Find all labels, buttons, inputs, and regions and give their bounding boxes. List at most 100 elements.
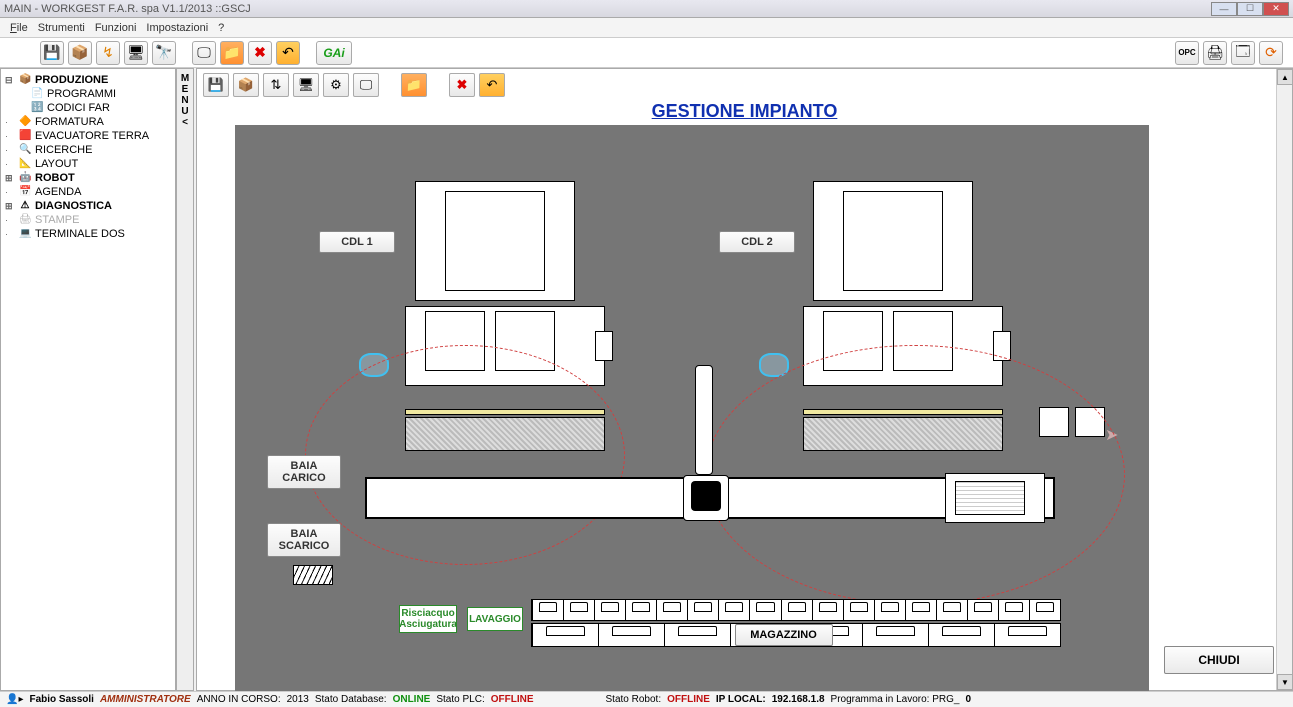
tree-icon: 🖨 <box>19 214 31 226</box>
tree-item-robot[interactable]: ⊞🤖ROBOT <box>3 171 173 185</box>
binoculars-icon[interactable]: 🔭 <box>152 41 176 65</box>
robot-arm-icon[interactable]: ↯ <box>96 41 120 65</box>
delete-red-icon[interactable]: ✖ <box>248 41 272 65</box>
status-prg-label: Programma in Lavoro: PRG_ <box>831 694 960 705</box>
scroll-down-icon[interactable]: ▼ <box>1277 674 1293 690</box>
robot-envelope-2 <box>705 345 1125 605</box>
window-icon[interactable]: 🗔 <box>1231 41 1255 65</box>
tree-item-ricerche[interactable]: ·🔍RICERCHE <box>3 143 173 157</box>
menu-file[interactable]: File <box>10 22 28 34</box>
status-bar: 👤▸ Fabio Sassoli AMMINISTRATORE ANNO IN … <box>0 691 1293 707</box>
gai-logo[interactable]: GAi <box>316 41 352 65</box>
screen-icon[interactable]: 🖵 <box>192 41 216 65</box>
tree-icon: 🔢 <box>31 102 43 114</box>
tree-icon: 🔶 <box>19 116 31 128</box>
baia-carico-button[interactable]: BAIA CARICO <box>267 455 341 489</box>
plant-layout-canvas: ➤ BAIA CARICO BAIA SCARICO CDL 1 CDL 2 R… <box>235 125 1149 697</box>
menu-help[interactable]: ? <box>218 22 224 34</box>
inner-monitor-icon[interactable]: 🖥 <box>293 73 319 97</box>
print-icon[interactable]: 🖨 <box>1203 41 1227 65</box>
inner-delete-icon[interactable]: ✖ <box>449 73 475 97</box>
inner-arm-icon[interactable]: ⇅ <box>263 73 289 97</box>
inner-folder-icon[interactable]: 📁 <box>401 73 427 97</box>
menu-funzioni[interactable]: Funzioni <box>95 22 137 34</box>
main-toolbar: 💾 📦 ↯ 🖥 🔭 🖵 📁 ✖ ↶ GAi OPC 🖨 🗔 ⟳ <box>0 38 1293 68</box>
risciacquo-label[interactable]: Risciacquo Asciugatura <box>399 605 457 633</box>
menu-impostazioni[interactable]: Impostazioni <box>146 22 208 34</box>
robot-joint <box>691 481 721 511</box>
chiudi-button[interactable]: CHIUDI <box>1164 646 1274 674</box>
refresh-icon[interactable]: ⟳ <box>1259 41 1283 65</box>
tree-item-produzione[interactable]: ⊟📦PRODUZIONE <box>3 73 173 87</box>
tree-label: DIAGNOSTICA <box>35 200 112 212</box>
menu-strumenti[interactable]: Strumenti <box>38 22 85 34</box>
tree-label: RICERCHE <box>35 144 92 156</box>
tree-label: FORMATURA <box>35 116 104 128</box>
tree-icon: 🔍 <box>19 144 31 156</box>
undo-icon[interactable]: ↶ <box>276 41 300 65</box>
cdl1-button[interactable]: CDL 1 <box>319 231 395 253</box>
robot-carriage <box>695 365 713 475</box>
inner-gears-icon[interactable]: ⚙ <box>323 73 349 97</box>
folder-orange-icon[interactable]: 📁 <box>220 41 244 65</box>
status-anno: 2013 <box>287 694 309 705</box>
sidebar-tree: ⊟📦PRODUZIONE📄PROGRAMMI🔢CODICI FAR·🔶FORMA… <box>0 68 176 691</box>
tree-item-codici-far[interactable]: 🔢CODICI FAR <box>3 101 173 115</box>
status-robot-state: OFFLINE <box>667 694 710 705</box>
tree-icon: 🤖 <box>19 172 31 184</box>
box-icon[interactable]: 📦 <box>68 41 92 65</box>
tree-item-agenda[interactable]: ·📅AGENDA <box>3 185 173 199</box>
cdl2-button[interactable]: CDL 2 <box>719 231 795 253</box>
monitor-icon[interactable]: 🖥 <box>124 41 148 65</box>
tree-label: AGENDA <box>35 186 81 198</box>
content-panel: 💾 📦 ⇅ 🖥 ⚙ 🖵 📁 ✖ ↶ GESTIONE IMPIANTO <box>196 68 1293 691</box>
magazzino-button[interactable]: MAGAZZINO <box>735 624 833 646</box>
save-icon[interactable]: 💾 <box>40 41 64 65</box>
status-role: AMMINISTRATORE <box>100 694 191 705</box>
baia-scarico-button[interactable]: BAIA SCARICO <box>267 523 341 557</box>
maximize-button[interactable]: ☐ <box>1237 2 1263 16</box>
status-anno-label: ANNO IN CORSO: <box>197 694 281 705</box>
tree-label: EVACUATORE TERRA <box>35 130 149 142</box>
minimize-button[interactable]: — <box>1211 2 1237 16</box>
baia-zigzag <box>293 565 333 585</box>
tree-item-terminale-dos[interactable]: ·💻TERMINALE DOS <box>3 227 173 241</box>
inner-toolbar: 💾 📦 ⇅ 🖥 ⚙ 🖵 📁 ✖ ↶ <box>203 73 505 97</box>
status-prg: 0 <box>965 694 971 705</box>
inner-save-icon[interactable]: 💾 <box>203 73 229 97</box>
tree-item-stampe[interactable]: ·🖨STAMPE <box>3 213 173 227</box>
tree-icon: 📄 <box>31 88 43 100</box>
status-db-label: Stato Database: <box>315 694 387 705</box>
user-icon: 👤▸ <box>6 694 23 705</box>
status-ip: 192.168.1.8 <box>772 694 825 705</box>
main-area: ⊟📦PRODUZIONE📄PROGRAMMI🔢CODICI FAR·🔶FORMA… <box>0 68 1293 691</box>
inner-display-icon[interactable]: 🖵 <box>353 73 379 97</box>
menu-collapse-tab[interactable]: MENU< <box>176 68 194 691</box>
status-user: Fabio Sassoli <box>29 694 93 705</box>
tree-icon: 🟥 <box>19 130 31 142</box>
status-ip-label: IP LOCAL: <box>716 694 766 705</box>
window-controls: — ☐ ✕ <box>1211 2 1289 16</box>
lavaggio-label[interactable]: LAVAGGIO <box>467 607 523 631</box>
vertical-scrollbar[interactable]: ▲ ▼ <box>1276 69 1292 690</box>
opc-icon[interactable]: OPC <box>1175 41 1199 65</box>
tree-icon: 📦 <box>19 74 31 86</box>
robot-envelope-1 <box>305 345 625 565</box>
tree-item-programmi[interactable]: 📄PROGRAMMI <box>3 87 173 101</box>
tree-label: PRODUZIONE <box>35 74 108 86</box>
end-station-inner <box>955 481 1025 515</box>
close-window-button[interactable]: ✕ <box>1263 2 1289 16</box>
inner-box-icon[interactable]: 📦 <box>233 73 259 97</box>
status-db-state: ONLINE <box>393 694 431 705</box>
tree-label: ROBOT <box>35 172 75 184</box>
tree-label: LAYOUT <box>35 158 78 170</box>
tree-item-formatura[interactable]: ·🔶FORMATURA <box>3 115 173 129</box>
tree-item-diagnostica[interactable]: ⊞⚠DIAGNOSTICA <box>3 199 173 213</box>
window-titlebar: MAIN - WORKGEST F.A.R. spa V1.1/2013 ::G… <box>0 0 1293 18</box>
scroll-up-icon[interactable]: ▲ <box>1277 69 1293 85</box>
tree-icon: 📅 <box>19 186 31 198</box>
tree-item-evacuatore-terra[interactable]: ·🟥EVACUATORE TERRA <box>3 129 173 143</box>
inner-undo-icon[interactable]: ↶ <box>479 73 505 97</box>
window-title: MAIN - WORKGEST F.A.R. spa V1.1/2013 ::G… <box>4 3 1211 15</box>
tree-item-layout[interactable]: ·📐LAYOUT <box>3 157 173 171</box>
